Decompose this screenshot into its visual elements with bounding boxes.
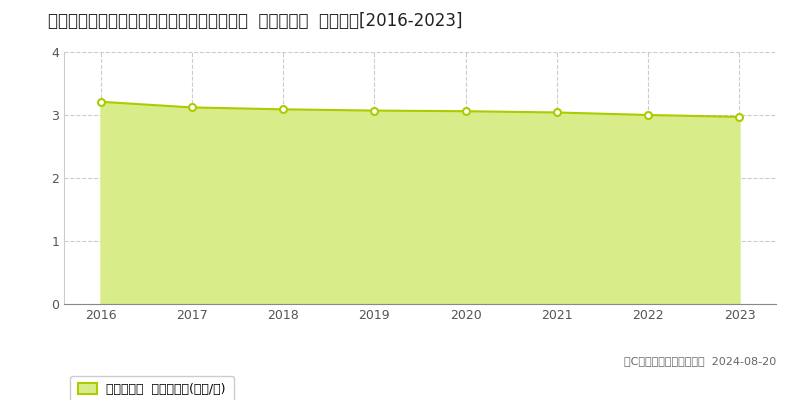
Text: 福島県西白河郡泉崎村大字踏瀬字踏瀬３０番  基準地価格  地価推移[2016-2023]: 福島県西白河郡泉崎村大字踏瀬字踏瀬３０番 基準地価格 地価推移[2016-202… [48, 12, 462, 30]
Text: （C）土地価格ドットコム  2024-08-20: （C）土地価格ドットコム 2024-08-20 [624, 356, 776, 366]
Legend: 基準地価格  平均坪単価(万円/坪): 基準地価格 平均坪単価(万円/坪) [70, 376, 234, 400]
